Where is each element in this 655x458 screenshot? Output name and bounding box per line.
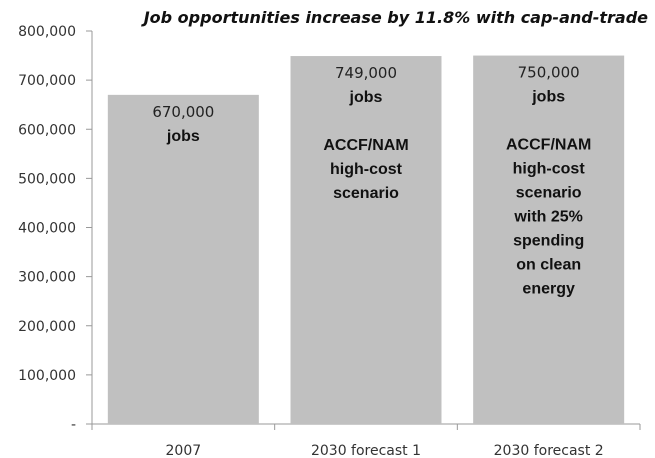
y-tick-label: 300,000 — [18, 270, 76, 286]
chart-title: Job opportunities increase by 11.8% with… — [141, 8, 648, 27]
bar-note-label: with 25% — [513, 209, 582, 226]
bar-note-label: spending — [513, 233, 584, 250]
y-tick-label: 700,000 — [18, 73, 76, 89]
bar-unit-label: jobs — [166, 128, 200, 145]
y-tick-label: 200,000 — [18, 319, 76, 335]
bar-note-label: scenario — [516, 185, 582, 202]
x-tick-label: 2030 forecast 2 — [494, 443, 604, 458]
y-tick-label: 600,000 — [18, 122, 76, 138]
bar-note-label: ACCF/NAM — [323, 137, 408, 154]
bar-value-label: 749,000 — [335, 64, 397, 82]
x-tick-label: 2030 forecast 1 — [311, 443, 421, 458]
bar — [107, 94, 259, 425]
bars — [107, 55, 625, 425]
data-labels: 670,000 jobs 749,000 jobs ACCF/NAM high-cost s… — [152, 64, 591, 298]
y-tick-label: 500,000 — [18, 171, 76, 187]
bar-note-label: high-cost — [513, 161, 586, 178]
bar-note-label: on clean — [516, 257, 581, 274]
y-tick-label: 800,000 — [18, 24, 76, 40]
bar — [473, 55, 625, 424]
bar-unit-label: jobs — [531, 89, 565, 106]
bar-note-label: scenario — [333, 185, 399, 202]
bar-unit-label: jobs — [349, 89, 383, 106]
y-tick-label: 100,000 — [18, 368, 76, 384]
x-axis: 2007 2030 forecast 1 2030 forecast 2 — [91, 423, 641, 458]
bar-note-label: high-cost — [330, 161, 403, 178]
bar-value-label: 750,000 — [518, 64, 580, 82]
bar-note-label: energy — [522, 281, 575, 298]
bar — [290, 56, 442, 425]
y-tick-label: - — [71, 417, 76, 433]
bar-value-label: 670,000 — [152, 103, 214, 121]
y-tick-label: 400,000 — [18, 221, 76, 237]
x-tick-label: 2007 — [166, 443, 202, 458]
y-axis: - 100,000 200,000 300,000 400,000 500,000 600,… — [18, 24, 93, 433]
bar-note-label: ACCF/NAM — [506, 137, 591, 154]
